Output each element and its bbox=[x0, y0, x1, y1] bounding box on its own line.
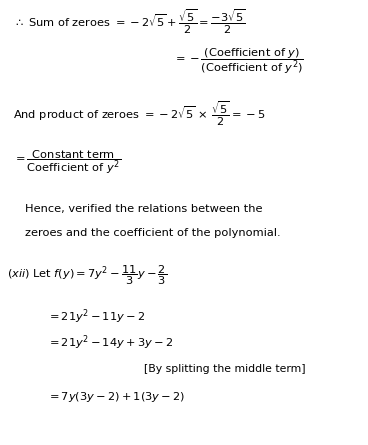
Text: $= 21y^2 - 14y + 3y - 2$: $= 21y^2 - 14y + 3y - 2$ bbox=[47, 334, 173, 352]
Text: $= \dfrac{\mathrm{Constant\ term}}{\mathrm{Coefficient\ of\ }y^2}$: $= \dfrac{\mathrm{Constant\ term}}{\math… bbox=[13, 149, 121, 176]
Text: zeroes and the coefficient of the polynomial.: zeroes and the coefficient of the polyno… bbox=[25, 228, 281, 239]
Text: $= -\dfrac{\mathrm{(Coefficient\ of\ }y\mathrm{)}}{\mathrm{(Coefficient\ of\ }y^: $= -\dfrac{\mathrm{(Coefficient\ of\ }y\… bbox=[173, 46, 304, 76]
Text: Hence, verified the relations between the: Hence, verified the relations between th… bbox=[25, 204, 263, 214]
Text: $\therefore$ Sum of zeroes $= -2\sqrt{5} + \dfrac{\sqrt{5}}{2} = \dfrac{-3\sqrt{: $\therefore$ Sum of zeroes $= -2\sqrt{5}… bbox=[13, 8, 245, 36]
Text: $= 21y^2 - 11y - 2$: $= 21y^2 - 11y - 2$ bbox=[47, 307, 145, 326]
Text: And product of zeroes $= -2\sqrt{5}\,\times\,\dfrac{\sqrt{5}}{2} = -5$: And product of zeroes $= -2\sqrt{5}\,\ti… bbox=[13, 100, 265, 129]
Text: $(xii)$ Let $f(y) = 7y^2 - \dfrac{11}{3}y - \dfrac{2}{3}$: $(xii)$ Let $f(y) = 7y^2 - \dfrac{11}{3}… bbox=[7, 263, 167, 287]
Text: $= 7y(3y - 2) + 1(3y - 2)$: $= 7y(3y - 2) + 1(3y - 2)$ bbox=[47, 390, 185, 404]
Text: [By splitting the middle term]: [By splitting the middle term] bbox=[144, 364, 306, 374]
